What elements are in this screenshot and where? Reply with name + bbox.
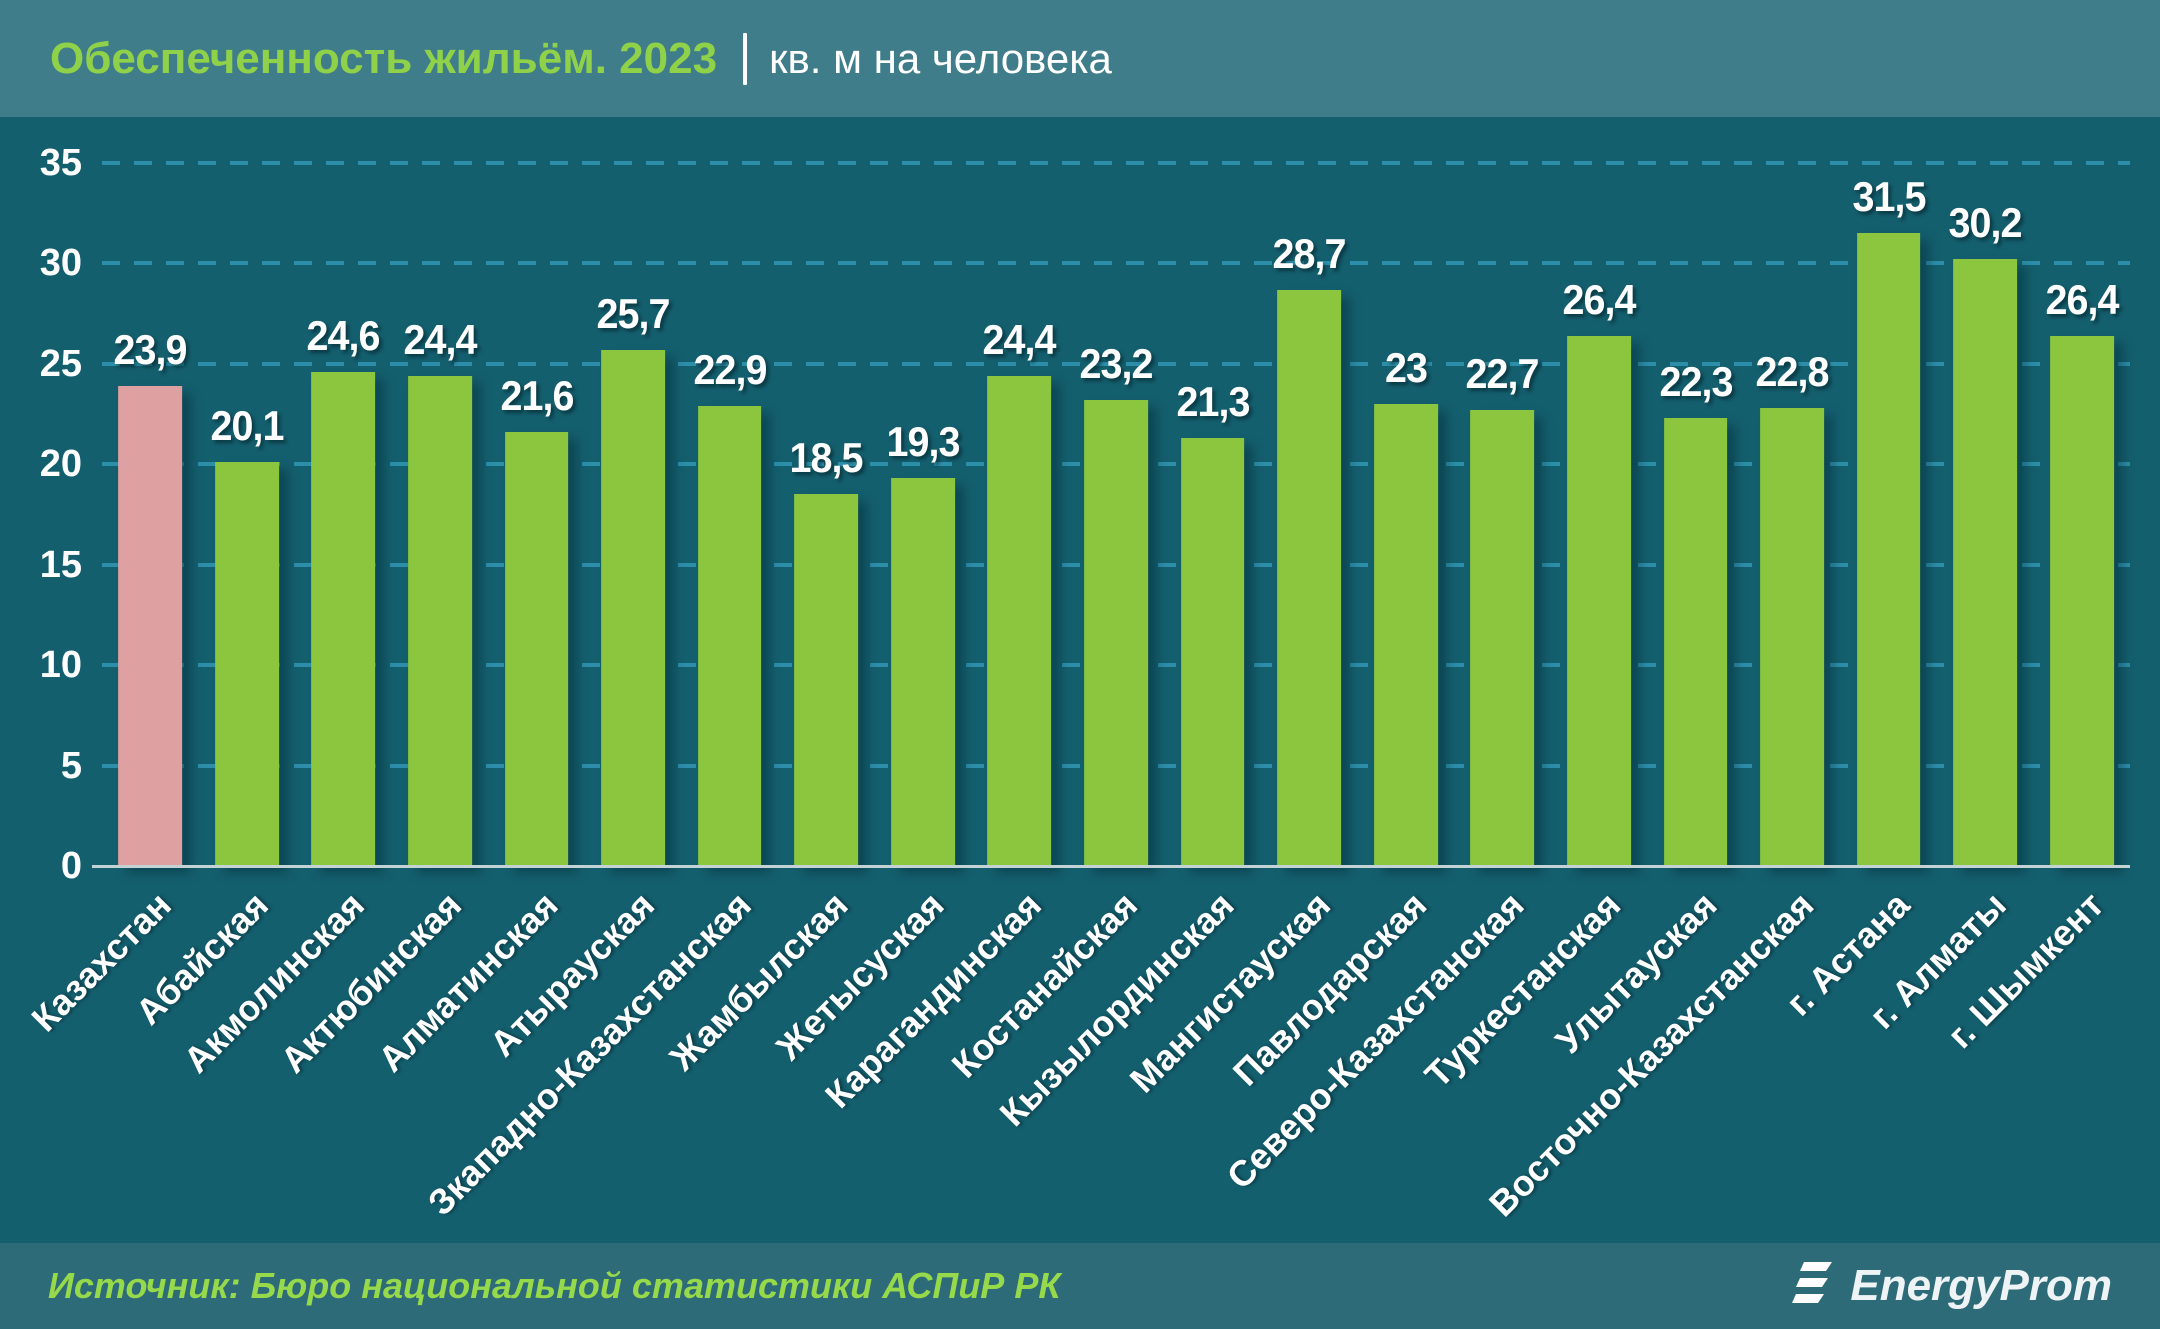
y-tick-label: 15 — [39, 543, 82, 586]
title-units: кв. м на человека — [769, 34, 1112, 82]
bar-chart: 0 5 10 15 20 25 30 35 23,9 Казахстан 20,1 Абайская… — [0, 117, 2160, 1243]
bar-value-label: 26,4 — [1562, 275, 1636, 323]
bar-value-label: 24,4 — [403, 315, 477, 363]
bar-value-label: 21,3 — [1176, 378, 1250, 426]
bar-slot: 26,4 Туркестанская — [1416, 163, 1648, 1096]
bars-container: 23,9 Казахстан 20,1 Абайская 24,6 Акмолинская… — [24, 163, 2131, 1224]
bar-value-label: 24,4 — [982, 315, 1057, 363]
bar — [1953, 259, 2018, 866]
y-tick-label: 25 — [39, 342, 82, 385]
energyprom-logo-icon — [1792, 1262, 1833, 1303]
x-axis-label: Жетысуская — [768, 884, 952, 1068]
bar — [1760, 408, 1824, 866]
bar-value-label: 30,2 — [1948, 199, 2023, 247]
energyprom-logo-text: EnergyProm — [1850, 1261, 2112, 1310]
bar-slot: 22,9 Зкападно-Казахстанская — [419, 163, 778, 1223]
bar-slot: 18,5 Жамбылская — [661, 163, 875, 1078]
bar-slot: 24,4 Актюбинская — [272, 163, 489, 1081]
bar — [1470, 410, 1535, 866]
y-tick-label: 5 — [60, 744, 82, 787]
bar-slot: 24,4 Карагандинская — [817, 163, 1068, 1116]
footer: Источник: Бюро национальной статистики А… — [0, 1243, 2160, 1329]
bar-slot: 22,8 Восточно-Казахстанская — [1481, 163, 1841, 1224]
bar-value-label: 31,5 — [1852, 173, 1926, 221]
y-tick-label: 10 — [39, 644, 82, 687]
bar-slot: 28,7 Мангистауская — [1122, 163, 1358, 1101]
bar-slot: 19,3 Жетысуская — [768, 163, 972, 1067]
bar-value-label: 21,6 — [500, 372, 574, 420]
bar — [311, 371, 376, 866]
bar-value-label: 28,7 — [1272, 229, 1347, 277]
bar — [2049, 335, 2114, 866]
gridline — [102, 361, 2130, 366]
bar-value-label: 26,4 — [2045, 275, 2119, 323]
page-title: Обеспеченность жильём. 2023 — [50, 33, 718, 83]
bar-value-label: 23,9 — [113, 325, 188, 373]
bar-slot: 21,3 Кызылординская — [992, 163, 1261, 1134]
y-tick-label: 35 — [39, 142, 82, 184]
bar — [214, 462, 279, 866]
bar — [1567, 335, 1631, 866]
bar — [1277, 289, 1342, 866]
bar-slot: 22,3 Улытауская — [1547, 163, 1744, 1061]
gridline — [102, 261, 2130, 266]
bar-slot: 31,5 г. Астана — [1778, 163, 1937, 1023]
bar — [1373, 404, 1438, 866]
bar — [1856, 233, 1921, 866]
bar-value-label: 22,7 — [1465, 350, 1540, 398]
bar-slot: 23,9 Казахстан — [24, 163, 199, 1040]
gridline — [102, 161, 2130, 165]
source-text: Источник: Бюро национальной статистики А… — [48, 1265, 1061, 1306]
x-axis-line — [92, 865, 2130, 868]
bar — [1663, 418, 1728, 866]
y-tick-label: 0 — [60, 845, 82, 887]
bar-slot: 21,6 Алматинская — [370, 163, 585, 1079]
bar — [408, 375, 472, 866]
bar-value-label: 19,3 — [886, 418, 960, 466]
bar-value-label: 22,9 — [693, 346, 767, 394]
bar — [504, 432, 569, 866]
bar-value-label: 18,5 — [789, 434, 864, 482]
bar-slot: 26,4 г. Шымкент — [1939, 163, 2131, 1056]
bar-slot: 23 Павлодарская — [1225, 163, 1455, 1094]
bar-value-label: 22,3 — [1658, 358, 1733, 406]
bar-slot: 24,6 Акмолинская — [176, 163, 392, 1081]
plot-area: 23,9 Казахстан 20,1 Абайская 24,6 Акмолинская… — [24, 161, 2131, 1224]
bar-value-label: 23 — [1384, 344, 1428, 392]
bar — [987, 375, 1052, 866]
bar-slot: 30,2 г. Алматы — [1862, 163, 2034, 1036]
bar-slot: 23,2 Костанайская — [943, 163, 1165, 1086]
bar — [891, 478, 955, 866]
bar-value-label: 20,1 — [210, 402, 284, 450]
bar — [601, 349, 666, 866]
y-tick-label: 20 — [39, 443, 82, 486]
bar — [794, 494, 859, 866]
bar-value-label: 23,2 — [1079, 340, 1154, 388]
header: Обеспеченность жильём. 2023 кв. м на чел… — [0, 0, 2160, 117]
title-divider — [743, 32, 748, 85]
bar — [697, 406, 762, 866]
bar-value-label: 25,7 — [596, 289, 671, 337]
y-tick-label: 30 — [39, 242, 82, 285]
bar-slot: 22,7 Северо-Казахстанская — [1218, 163, 1551, 1197]
bar-slot: 25,7 Атырауская — [482, 163, 682, 1065]
bar-value-label: 24,6 — [306, 311, 381, 359]
bar — [118, 385, 183, 866]
bar — [1084, 400, 1148, 866]
energyprom-logo: EnergyProm — [1788, 1258, 2112, 1314]
bar — [1180, 438, 1245, 866]
bar-value-label: 22,8 — [1755, 348, 1830, 396]
bar-slot: 20,1 Абайская — [127, 163, 296, 1032]
